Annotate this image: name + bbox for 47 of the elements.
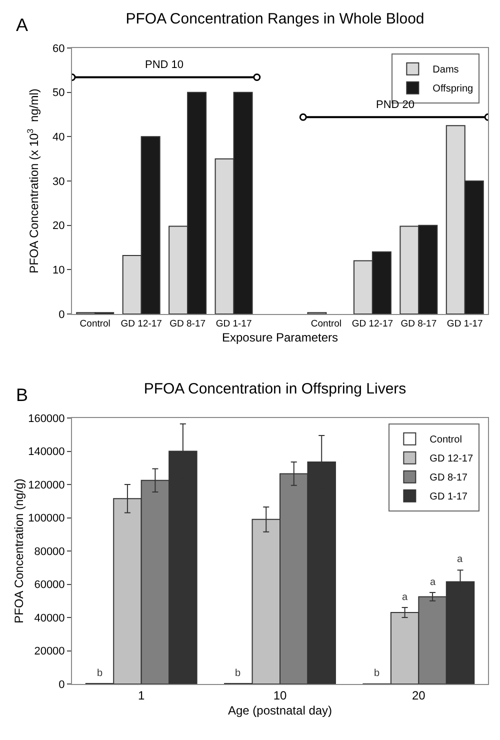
data-label: a [402,592,408,603]
data-label: a [430,577,436,588]
x-tick-label: Control [310,318,342,330]
legend-label: Offspring [432,84,474,95]
x-tick-label: GD 8-17 [170,318,206,330]
legend-label: Dams [432,64,459,76]
x-tick-label: GD 12-17 [120,318,162,330]
data-label: b [235,668,241,679]
y-tick-label: 50 [52,87,65,100]
x-tick-label: 1 [138,688,145,702]
x-tick-label: GD 12-17 [352,318,394,330]
y-tick-label: 120000 [28,479,65,492]
x-tick-label: 10 [273,688,287,702]
annotation: PND 10 [145,59,184,71]
text: A [16,15,28,35]
chart-title: PFOA Concentration Ranges in Whole Blood [126,10,424,28]
y-tick-label: 100000 [28,512,65,525]
y-tick-label: 140000 [28,446,65,458]
y-axis-title: PFOA Concentration (ng/g) [12,478,26,624]
y-tick-label: 0 [58,678,65,691]
y-tick-label: 30 [52,176,65,188]
legend-label: Control [430,434,462,446]
y-tick-label: 10 [52,264,65,277]
y-tick-label: 60 [52,42,65,55]
x-axis-title: Age (postnatal day) [228,703,332,718]
y-tick-label: 0 [58,308,65,321]
y-tick-label: 60000 [34,579,65,592]
legend-label: GD 8-17 [430,472,468,484]
x-tick-label: 20 [412,688,426,702]
legend-label: GD 1-17 [430,492,468,503]
data-label: a [457,554,463,565]
x-tick-label: GD 8-17 [400,318,437,330]
y-tick-label: 80000 [34,546,65,558]
y-tick-label: 40 [52,132,65,144]
x-tick-label: GD 1-17 [216,318,252,330]
text: B [16,385,28,405]
legend-label: GD 12-17 [430,454,474,465]
y-tick-label: 20 [52,220,65,232]
y-tick-label: 160000 [28,412,65,425]
data-label: b [97,668,103,679]
y-tick-label: 40000 [34,612,65,624]
y-tick-label: 20000 [34,646,65,658]
x-tick-label: GD 1-17 [446,318,483,330]
chart-title: PFOA Concentration in Offspring Livers [144,380,406,398]
data-label: b [374,668,380,679]
x-axis-title: Exposure Parameters [222,330,338,344]
x-tick-label: Control [80,318,110,330]
